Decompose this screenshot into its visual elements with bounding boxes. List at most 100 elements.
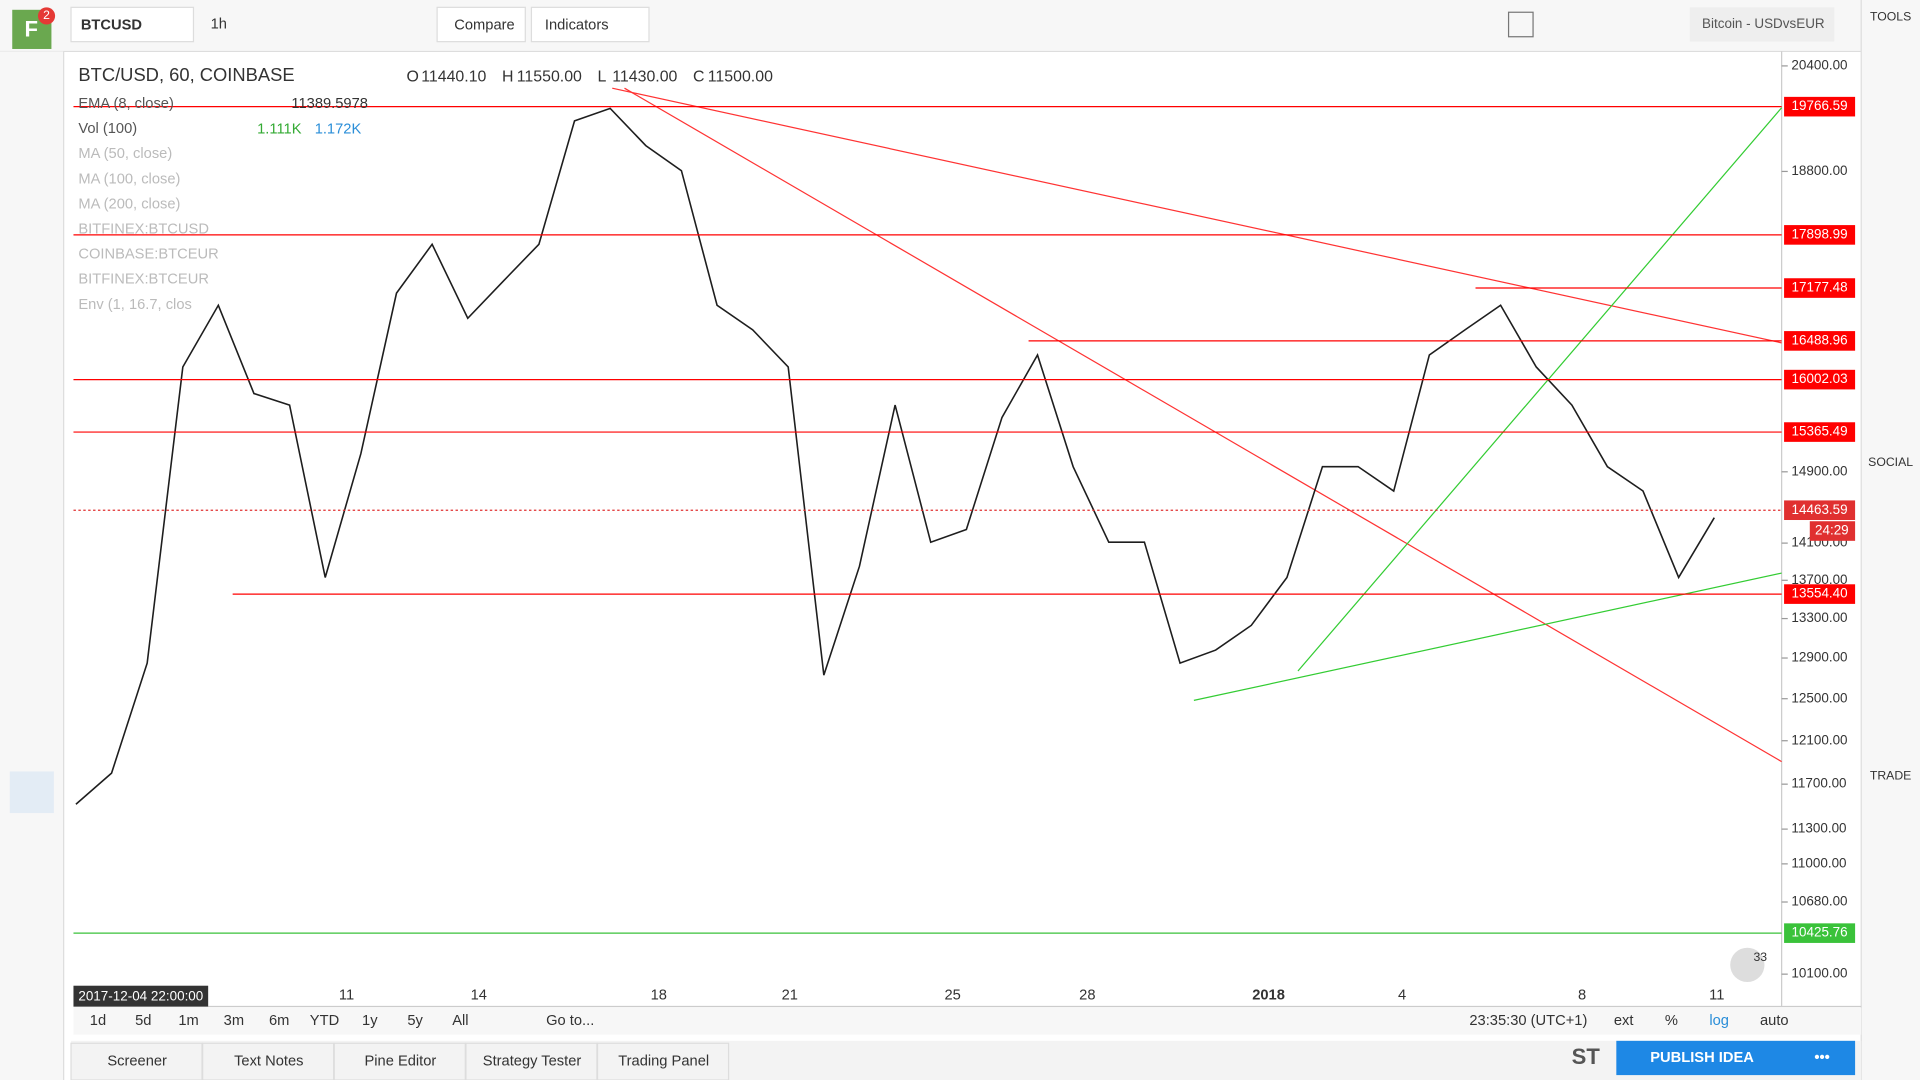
axis-option[interactable]: auto bbox=[1760, 1013, 1789, 1029]
x-tick-label: 14 bbox=[471, 987, 487, 1003]
range-btn[interactable]: 5y bbox=[407, 1013, 423, 1029]
tab[interactable] bbox=[596, 1042, 730, 1080]
level-tag bbox=[1784, 225, 1856, 245]
indicators-btn[interactable] bbox=[530, 6, 650, 43]
range-btn[interactable]: 1d bbox=[90, 1013, 106, 1029]
level-tag bbox=[1784, 584, 1856, 604]
layout-box[interactable] bbox=[1689, 7, 1835, 42]
flag[interactable] bbox=[1730, 947, 1765, 983]
level-label: 15365.49 bbox=[1792, 424, 1848, 439]
y-tick-label: 11700.00 bbox=[1791, 776, 1846, 791]
range-btn[interactable]: 5d bbox=[135, 1013, 151, 1029]
y-tick-label: 12900.00 bbox=[1791, 650, 1847, 665]
ohlc-key: H bbox=[502, 68, 514, 85]
x-tick-label: 11 bbox=[1709, 987, 1724, 1003]
range-bar bbox=[73, 1007, 1862, 1035]
tab-label: Text Notes bbox=[234, 1054, 303, 1070]
symbol: BTCUSD bbox=[81, 18, 142, 34]
tab-label: Pine Editor bbox=[364, 1054, 436, 1070]
y-tick-label: 11000.00 bbox=[1791, 855, 1846, 870]
level-tag bbox=[1784, 96, 1856, 117]
range-btn[interactable]: 1y bbox=[362, 1013, 378, 1029]
top-toolbar bbox=[0, 0, 1920, 52]
x-tick-label: 8 bbox=[1578, 987, 1586, 1003]
countdown-tag bbox=[1809, 521, 1856, 541]
ohlc-key: L bbox=[598, 68, 607, 85]
indicator[interactable]: BITFINEX:BTCEUR bbox=[78, 272, 209, 288]
symbol-box[interactable] bbox=[70, 6, 195, 43]
indicator[interactable]: Vol (100) bbox=[78, 121, 137, 137]
y-tick-label: 20400.00 bbox=[1791, 57, 1847, 72]
indicator[interactable]: EMA (8, close) bbox=[78, 96, 174, 112]
chart-title: BTC/USD, 60, COINBASE bbox=[78, 64, 294, 85]
st-icon[interactable]: ST bbox=[1572, 1044, 1601, 1069]
start-label: 2017-12-04 22:00:00 bbox=[78, 988, 203, 1003]
x-tick-label: 4 bbox=[1398, 987, 1406, 1003]
level-tag bbox=[1784, 500, 1856, 521]
indicator[interactable]: Env (1, 16.7, clos bbox=[78, 297, 191, 313]
level-label: 17177.48 bbox=[1792, 280, 1848, 295]
indicator[interactable]: MA (200, close) bbox=[78, 196, 180, 212]
ohlc-value: 11550.00 bbox=[517, 68, 582, 85]
tab-label: Strategy Tester bbox=[483, 1054, 582, 1070]
axis-option[interactable]: log bbox=[1709, 1013, 1729, 1029]
drawings[interactable] bbox=[612, 87, 1783, 763]
more[interactable]: ••• bbox=[1814, 1050, 1829, 1066]
compare-btn[interactable] bbox=[436, 6, 526, 43]
y-tick-label: 13700.00 bbox=[1791, 572, 1847, 587]
countdown: 24:29 bbox=[1815, 523, 1849, 538]
color-box[interactable] bbox=[1507, 11, 1534, 38]
ohlc-key: C bbox=[693, 68, 705, 85]
level-tag bbox=[1784, 331, 1856, 351]
flag-badge: 33 bbox=[1753, 950, 1767, 964]
indicator[interactable]: MA (50, close) bbox=[78, 146, 172, 162]
x-tick-label: 11 bbox=[339, 987, 354, 1003]
y-tick-label: 18800.00 bbox=[1791, 163, 1847, 178]
x-tick-label: 28 bbox=[1079, 987, 1095, 1003]
range-btn[interactable]: All bbox=[452, 1013, 468, 1029]
vol-value: 1.172K bbox=[315, 122, 362, 138]
tab[interactable] bbox=[202, 1042, 335, 1080]
interval[interactable]: 1h bbox=[211, 16, 227, 32]
indicator[interactable]: COINBASE:BTCEUR bbox=[78, 247, 218, 263]
range-btn[interactable]: 1m bbox=[178, 1013, 198, 1029]
tool-active[interactable] bbox=[9, 771, 54, 814]
indicator[interactable]: MA (100, close) bbox=[78, 171, 180, 187]
tab[interactable] bbox=[465, 1042, 598, 1080]
x-tick-label: 25 bbox=[944, 987, 960, 1003]
trend-line[interactable] bbox=[624, 87, 1782, 763]
level-label: 16002.03 bbox=[1792, 371, 1848, 386]
start-tag bbox=[73, 985, 209, 1007]
y-tick-label: 12500.00 bbox=[1791, 690, 1847, 705]
indicator[interactable]: BITFINEX:BTCUSD bbox=[78, 221, 209, 237]
ohlc-value: 11500.00 bbox=[708, 68, 773, 85]
trend-line[interactable] bbox=[1297, 107, 1783, 672]
tab-label: Screener bbox=[107, 1054, 167, 1070]
badge-text: 2 bbox=[43, 8, 50, 22]
publish-btn[interactable] bbox=[1616, 1040, 1856, 1076]
level-tag bbox=[1784, 422, 1856, 442]
goto[interactable]: Go to... bbox=[546, 1013, 594, 1029]
y-tick-label: 10680.00 bbox=[1791, 894, 1847, 909]
level-label: 10425.76 bbox=[1792, 925, 1848, 940]
ohlc-value: 11440.10 bbox=[421, 68, 486, 85]
tab-label: Trading Panel bbox=[618, 1054, 709, 1070]
trend-line[interactable] bbox=[612, 87, 1782, 344]
clock: 23:35:30 (UTC+1) bbox=[1469, 1013, 1587, 1029]
level-label: 13554.40 bbox=[1792, 586, 1848, 601]
axis-option[interactable]: ext bbox=[1614, 1013, 1634, 1029]
x-tick-label: 21 bbox=[782, 987, 798, 1003]
right-toolbar bbox=[1861, 0, 1920, 1080]
badge bbox=[37, 7, 56, 25]
level-tag bbox=[1784, 278, 1856, 298]
axis-option[interactable]: % bbox=[1665, 1013, 1678, 1029]
x-tick-label: 2018 bbox=[1252, 987, 1285, 1003]
range-btn[interactable]: 3m bbox=[224, 1013, 244, 1029]
ema-value: 11389.5978 bbox=[291, 96, 368, 112]
range-btn[interactable]: YTD bbox=[310, 1013, 339, 1029]
publish-label: PUBLISH IDEA bbox=[1650, 1050, 1754, 1066]
ohlc-value: 11430.00 bbox=[612, 68, 677, 85]
x-tick-label: 18 bbox=[651, 987, 667, 1003]
range-btn[interactable]: 6m bbox=[269, 1013, 289, 1029]
